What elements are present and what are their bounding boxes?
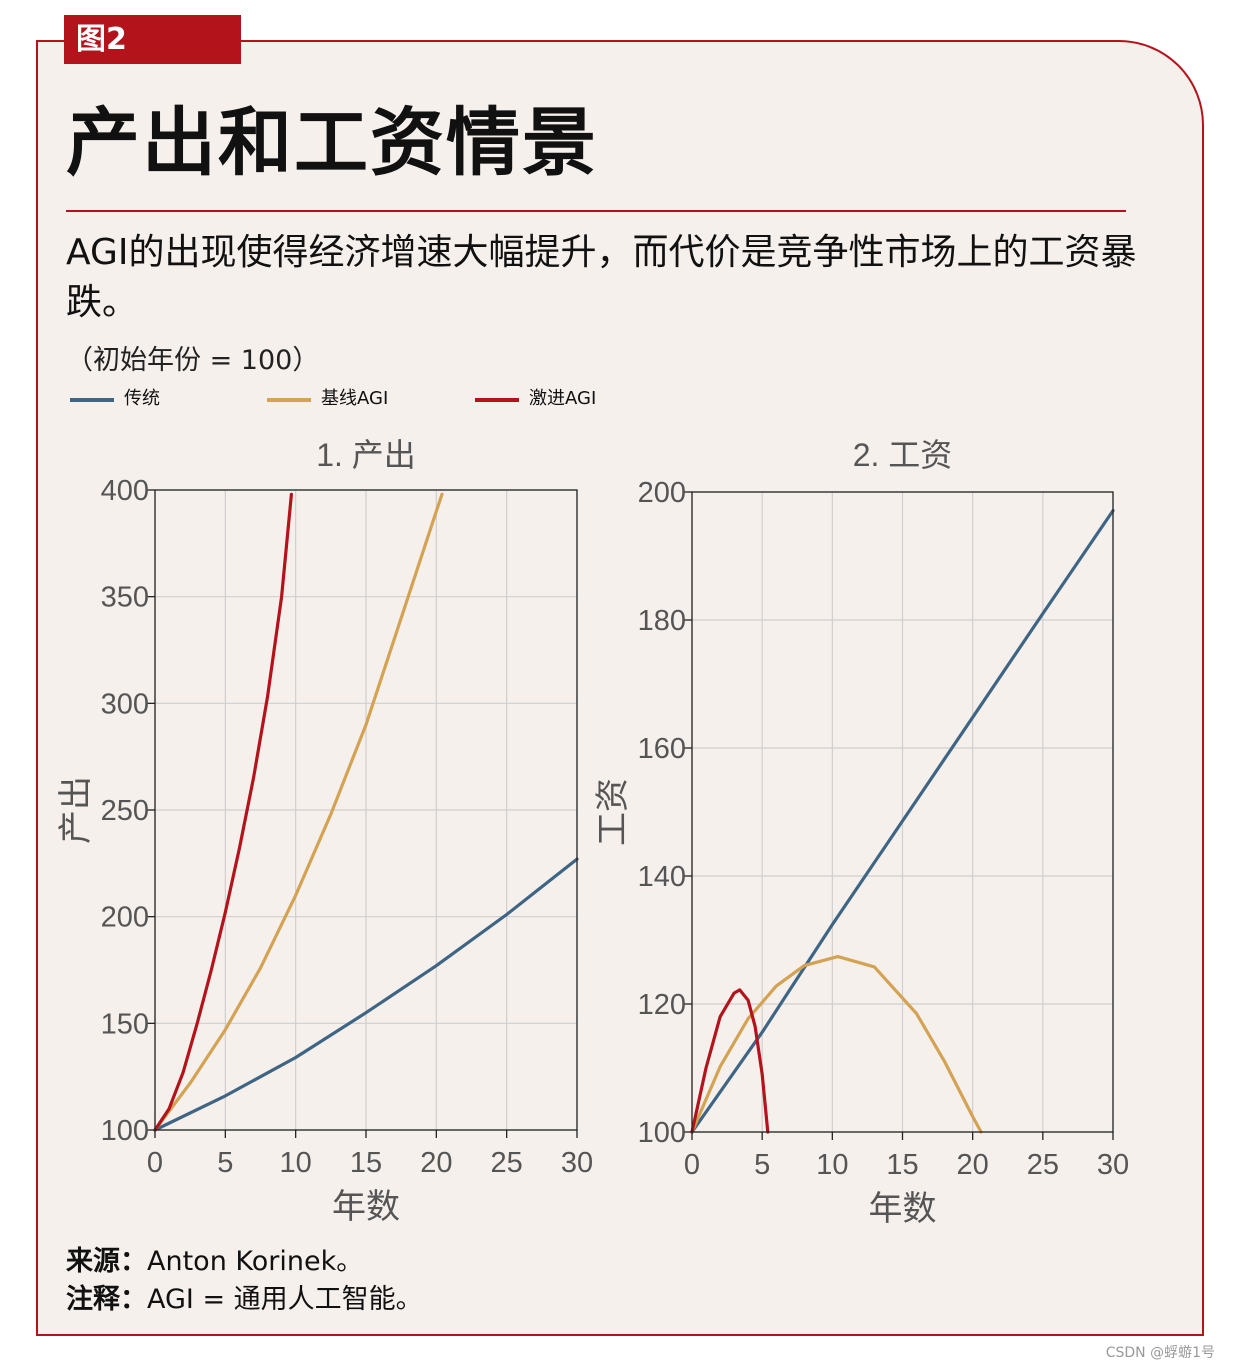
title-divider [66,210,1126,212]
note-line: 注释：AGI = 通用人工智能。 [66,1281,423,1319]
x-tick-label: 25 [1027,1149,1059,1181]
legend-swatch [475,398,519,402]
y-tick-label: 300 [101,688,149,720]
legend-swatch [70,398,114,402]
y-tick-label: 100 [638,1117,686,1149]
y-tick-label: 200 [101,902,149,934]
figure-tag: 图2 [64,15,241,64]
x-tick-label: 20 [420,1147,452,1179]
x-tick-label: 25 [491,1147,523,1179]
x-tick-label: 5 [754,1149,770,1181]
source-label: 来源： [66,1246,147,1277]
legend: 传统 基线AGI 激进AGI [70,385,670,415]
chart-output: 0 5 10 15 20 25 30 100 150 200 250 300 350 400 1. 产出年数… [57,437,593,1226]
x-tick-label: 20 [957,1149,989,1181]
x-tick-label: 30 [561,1147,593,1179]
y-axis-label: 工资 [594,778,632,846]
legend-label: 激进AGI [529,388,597,409]
source-line: 来源：Anton Korinek。 [66,1243,423,1281]
chart-title: 2. 工资 [853,437,953,473]
chart-title: 1. 产出 [316,437,416,473]
footer: 来源：Anton Korinek。 注释：AGI = 通用人工智能。 [66,1243,423,1319]
y-tick-label: 100 [101,1115,149,1147]
series-line [690,954,983,1134]
legend-label: 基线AGI [321,388,389,409]
series-line [690,508,1115,1134]
figure-panel [36,40,1204,1336]
x-tick-label: 0 [147,1147,163,1179]
x-tick-label: 0 [684,1149,700,1181]
series-line [153,857,579,1132]
y-tick-label: 120 [638,989,686,1021]
series-line [690,988,770,1134]
legend-swatch [267,398,311,402]
x-axis-label: 年数 [332,1188,400,1226]
series-line [153,492,444,1132]
legend-label: 传统 [124,388,160,409]
y-tick-label: 200 [638,477,686,509]
y-axis-label: 产出 [57,776,95,844]
x-tick-label: 10 [280,1147,312,1179]
figure-subtitle: AGI的出现使得经济增速大幅提升，而代价是竞争性市场上的工资暴跌。 [66,232,1137,323]
x-axis-label: 年数 [869,1190,937,1228]
x-tick-label: 15 [350,1147,382,1179]
x-tick-label: 5 [217,1147,233,1179]
y-tick-label: 140 [638,861,686,893]
watermark: CSDN @蜉蝣1号 [1105,1345,1215,1361]
y-tick-label: 180 [638,605,686,637]
y-tick-label: 350 [101,582,149,614]
y-tick-label: 150 [101,1008,149,1040]
x-tick-label: 30 [1097,1149,1129,1181]
series-line [153,492,293,1132]
note-label: 注释： [66,1284,147,1315]
x-tick-label: 10 [816,1149,848,1181]
y-tick-label: 400 [101,475,149,507]
y-tick-label: 250 [101,795,149,827]
figure-title: 产出和工资情景 [66,100,598,186]
source-text: Anton Korinek。 [147,1246,364,1277]
y-tick-label: 160 [638,733,686,765]
unit-note: （初始年份 = 100） [66,345,320,376]
x-tick-label: 15 [886,1149,918,1181]
note-text: AGI = 通用人工智能。 [147,1284,423,1315]
